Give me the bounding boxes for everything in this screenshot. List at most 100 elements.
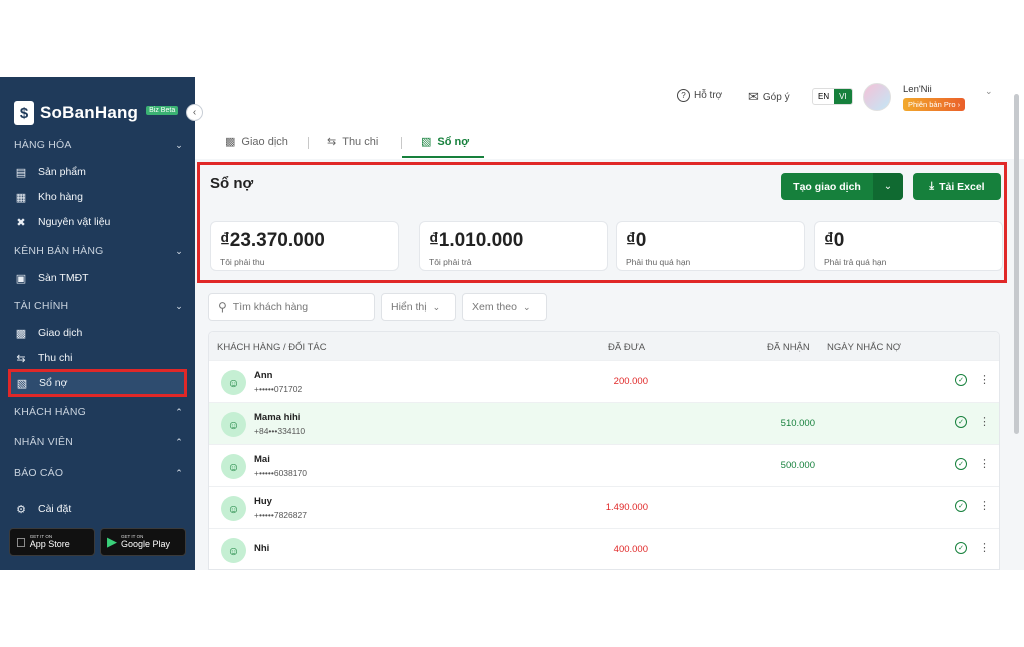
sidebar-item-so-no[interactable]: ▧ Sổ nợ — [8, 369, 187, 397]
create-transaction-button[interactable]: Tạo giao dịch ⌄ — [781, 173, 903, 200]
tab-giao-dich[interactable]: ▩ Giao dịch — [225, 135, 288, 149]
user-icon: ☺ — [221, 370, 246, 395]
cash-icon: ▩ — [15, 327, 27, 340]
main-content: ? Hỗ trợ ✉ Góp ý EN VI Len'Nii Phiên bản… — [195, 77, 1024, 570]
lang-vi[interactable]: VI — [834, 89, 852, 104]
chevron-down-icon: ⌄ — [522, 301, 531, 312]
logo[interactable]: $ SoBanHang Biz Beta — [14, 101, 179, 125]
sidebar-item-label: Sàn TMĐT — [38, 272, 89, 284]
logo-text: SoBanHang — [40, 103, 139, 122]
table-row[interactable]: ☺ Mama hihi +84•••334110 510.000 ✓ ⋮ — [209, 402, 999, 444]
collapse-sidebar-button[interactable]: ‹ — [186, 104, 203, 121]
view-by-dropdown[interactable]: Xem theo ⌄ — [462, 293, 547, 321]
more-icon[interactable]: ⋮ — [979, 416, 990, 428]
sidebar-item-label: Nguyên vật liệu — [38, 216, 111, 228]
card-value: ₫0 — [626, 230, 647, 251]
display-label: Hiển thị — [391, 301, 427, 313]
sidebar-item-label: Giao dịch — [38, 327, 83, 339]
chevron-down-icon: ⌄ — [175, 300, 183, 311]
card-label: Tôi phải thu — [220, 257, 265, 267]
customer-phone: +84•••334110 — [254, 426, 306, 436]
download-excel-label: Tải Excel — [939, 180, 985, 193]
section-bao-cao[interactable]: BÁO CÁO ⌃ — [14, 467, 183, 479]
customer-name: Mai — [254, 454, 270, 465]
more-icon[interactable]: ⋮ — [979, 374, 990, 386]
support-link[interactable]: ? Hỗ trợ — [677, 89, 722, 102]
sidebar-item-label: Thu chi — [38, 352, 73, 364]
section-tai-chinh[interactable]: TÀI CHÍNH ⌄ — [14, 300, 183, 312]
sidebar-item-nguyen-vat-lieu[interactable]: ✖ Nguyên vật liệu — [14, 211, 183, 233]
logo-badge: Biz Beta — [146, 106, 179, 115]
view-by-label: Xem theo — [472, 301, 517, 313]
section-label: HÀNG HÓA — [14, 139, 72, 151]
box-icon: ▤ — [15, 166, 27, 179]
section-kenh-ban-hang[interactable]: KÊNH BÁN HÀNG ⌄ — [14, 245, 183, 257]
sidebar-item-san-tmdt[interactable]: ▣ Sàn TMĐT — [14, 267, 183, 289]
customer-name: Mama hihi — [254, 412, 301, 423]
chevron-up-icon: ⌃ — [175, 406, 183, 417]
section-hang-hoa[interactable]: HÀNG HÓA ⌄ — [14, 139, 183, 151]
table-row[interactable]: ☺ Nhi 400.000 ✓ ⋮ — [209, 528, 999, 569]
amount-received: 510.000 — [780, 418, 815, 429]
chevron-down-icon: ⌄ — [175, 139, 183, 150]
search-icon: ⚲ — [218, 300, 227, 314]
user-name[interactable]: Len'Nii — [903, 84, 932, 95]
card-label: Phải thu quá hạn — [626, 257, 691, 267]
check-icon[interactable]: ✓ — [955, 500, 967, 512]
feedback-link[interactable]: ✉ Góp ý — [748, 89, 790, 105]
customer-phone: +•••••7826827 — [254, 510, 307, 520]
customer-name: Nhi — [254, 543, 270, 554]
section-nhan-vien[interactable]: NHÂN VIÊN ⌃ — [14, 436, 183, 448]
amount-given: 200.000 — [613, 376, 648, 387]
tab-divider — [401, 137, 402, 149]
check-icon[interactable]: ✓ — [955, 374, 967, 386]
sidebar-item-san-pham[interactable]: ▤ Sản phẩm — [14, 161, 183, 183]
feedback-label: Góp ý — [762, 91, 790, 103]
sidebar-item-giao-dich[interactable]: ▩ Giao dịch — [14, 322, 183, 344]
more-icon[interactable]: ⋮ — [979, 500, 990, 512]
download-excel-button[interactable]: ⤓ Tải Excel — [913, 173, 1001, 200]
sidebar-item-kho-hang[interactable]: ▦ Kho hàng — [14, 186, 183, 208]
help-icon: ? — [677, 89, 690, 102]
more-icon[interactable]: ⋮ — [979, 542, 990, 554]
ledger-icon: ▧ — [16, 377, 28, 390]
chevron-down-icon[interactable]: ⌄ — [873, 173, 903, 200]
table-row[interactable]: ☺ Huy +•••••7826827 1.490.000 ✓ ⋮ — [209, 486, 999, 528]
language-toggle[interactable]: EN VI — [812, 88, 853, 105]
lang-en[interactable]: EN — [818, 92, 830, 101]
create-transaction-label: Tạo giao dịch — [793, 180, 861, 193]
check-icon[interactable]: ✓ — [955, 416, 967, 428]
avatar[interactable] — [863, 83, 891, 111]
tab-so-no[interactable]: ▧ Sổ nợ — [421, 135, 469, 149]
check-icon[interactable]: ✓ — [955, 458, 967, 470]
table-row[interactable]: ☺ Ann +•••••071702 200.000 ✓ ⋮ — [209, 360, 999, 402]
tab-thu-chi[interactable]: ⇆ Thu chi — [327, 135, 378, 149]
card-label: Tôi phải trả — [429, 257, 472, 267]
summary-card-overdue-payable: ₫0 Phải trả quá hạn — [814, 221, 1003, 271]
active-tab-indicator — [402, 156, 484, 158]
store-icon: ▣ — [15, 272, 27, 285]
google-play-button[interactable]: ▶ GET IT ON Google Play — [100, 528, 186, 556]
section-label: NHÂN VIÊN — [14, 436, 73, 448]
check-icon[interactable]: ✓ — [955, 542, 967, 554]
user-icon: ☺ — [221, 454, 246, 479]
pro-badge[interactable]: Phiên bản Pro › — [903, 98, 966, 111]
search-input[interactable]: ⚲ Tìm khách hàng — [208, 293, 375, 321]
scrollbar[interactable] — [1014, 94, 1019, 434]
table-row[interactable]: ☺ Mai +•••••6038170 500.000 ✓ ⋮ — [209, 444, 999, 486]
tools-icon: ✖ — [16, 216, 26, 229]
section-label: KÊNH BÁN HÀNG — [14, 245, 104, 257]
play-icon: ▶ — [107, 534, 117, 549]
section-label: KHÁCH HÀNG — [14, 406, 87, 418]
display-dropdown[interactable]: Hiển thị ⌄ — [381, 293, 456, 321]
header-received: ĐÃ NHẬN — [767, 342, 810, 353]
support-label: Hỗ trợ — [694, 90, 723, 101]
page-title: Sổ nợ — [210, 175, 254, 192]
chevron-down-icon[interactable]: ⌄ — [985, 86, 993, 96]
section-khach-hang[interactable]: KHÁCH HÀNG ⌃ — [14, 406, 183, 418]
sidebar-item-cai-dat[interactable]: ⚙ Cài đặt — [14, 498, 183, 520]
more-icon[interactable]: ⋮ — [979, 458, 990, 470]
sidebar-item-thu-chi[interactable]: ⇆ Thu chi — [14, 347, 183, 369]
card-value: ₫0 — [824, 230, 845, 251]
